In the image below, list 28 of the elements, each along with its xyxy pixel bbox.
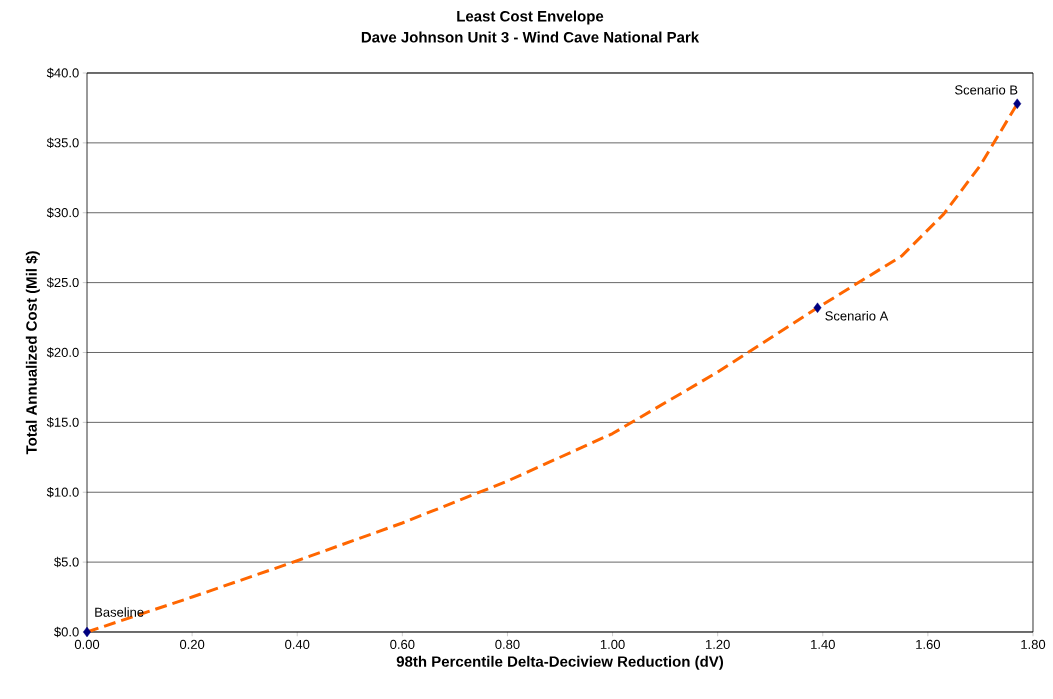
- x-tick-label: 1.40: [811, 639, 835, 649]
- y-tick-label: $25.0: [46, 277, 79, 288]
- x-tick-label: 0.00: [74, 639, 100, 649]
- x-tick-label: 1.60: [916, 639, 941, 649]
- x-tick-label: 0.40: [285, 639, 310, 649]
- x-tick-label: 0.60: [390, 639, 415, 649]
- annotation: Scenario A: [825, 310, 889, 321]
- point: [813, 302, 822, 313]
- annotation: Baseline: [95, 607, 144, 617]
- y-tick-label: $5.0: [54, 556, 79, 568]
- x-tick-label: 0.20: [179, 639, 205, 649]
- y-tick-label: $10.0: [46, 486, 79, 498]
- point: [1013, 98, 1022, 109]
- y-tick-label: $30.0: [46, 207, 79, 218]
- x-tick-label: 0.80: [495, 639, 520, 649]
- x-tick-label: 1.20: [706, 639, 730, 649]
- y-tick-label: $0.0: [54, 626, 79, 638]
- chart-title: Least Cost Envelope: [457, 10, 604, 25]
- x-axis-title: 98th Percentile Delta-Deciview Reduction (dV): [396, 655, 724, 670]
- y-tick-label: $15.0: [46, 417, 79, 428]
- y-tick-label: $40.0: [46, 67, 79, 79]
- x-tick-label: 1.80: [1021, 639, 1046, 649]
- y-tick-label: $20.0: [46, 347, 79, 358]
- x-tick-label: 1.00: [600, 639, 625, 649]
- chart-subtitle: Dave Johnson Unit 3 - Wind Cave National Park: [361, 31, 700, 43]
- annotation: Scenario B: [955, 84, 1018, 95]
- y-axis-title: Total Annualized Cost (Mil $): [25, 251, 40, 455]
- y-tick-label: $35.0: [46, 137, 79, 149]
